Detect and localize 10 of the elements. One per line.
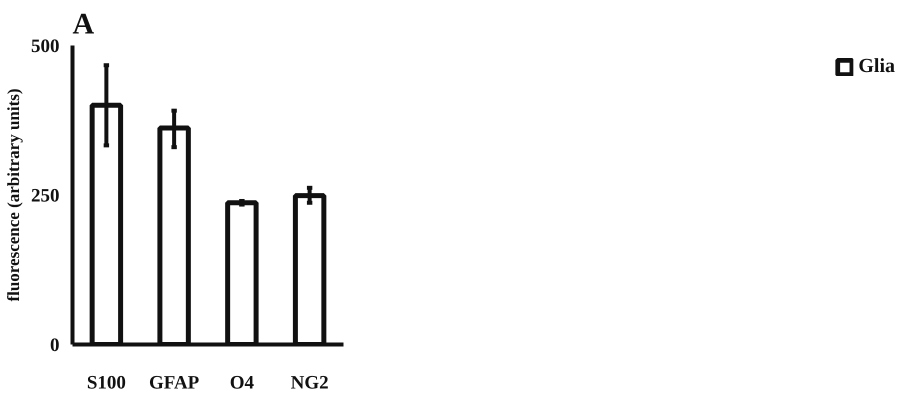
x-tick-label: S100 bbox=[86, 372, 126, 394]
y-tick-label: 250 bbox=[31, 186, 60, 206]
x-tick-label: O4 bbox=[230, 372, 255, 394]
y-tick-label: 0 bbox=[50, 335, 60, 356]
y-tick-label: 500 bbox=[31, 36, 60, 57]
x-tick-label: GFAP bbox=[148, 372, 200, 394]
chart-title: A bbox=[72, 8, 94, 40]
y-axis-title: fluorescence (arbitrary units) bbox=[4, 88, 23, 302]
legend-label: Glia bbox=[858, 55, 895, 78]
x-tick-label: NG2 bbox=[290, 372, 329, 394]
